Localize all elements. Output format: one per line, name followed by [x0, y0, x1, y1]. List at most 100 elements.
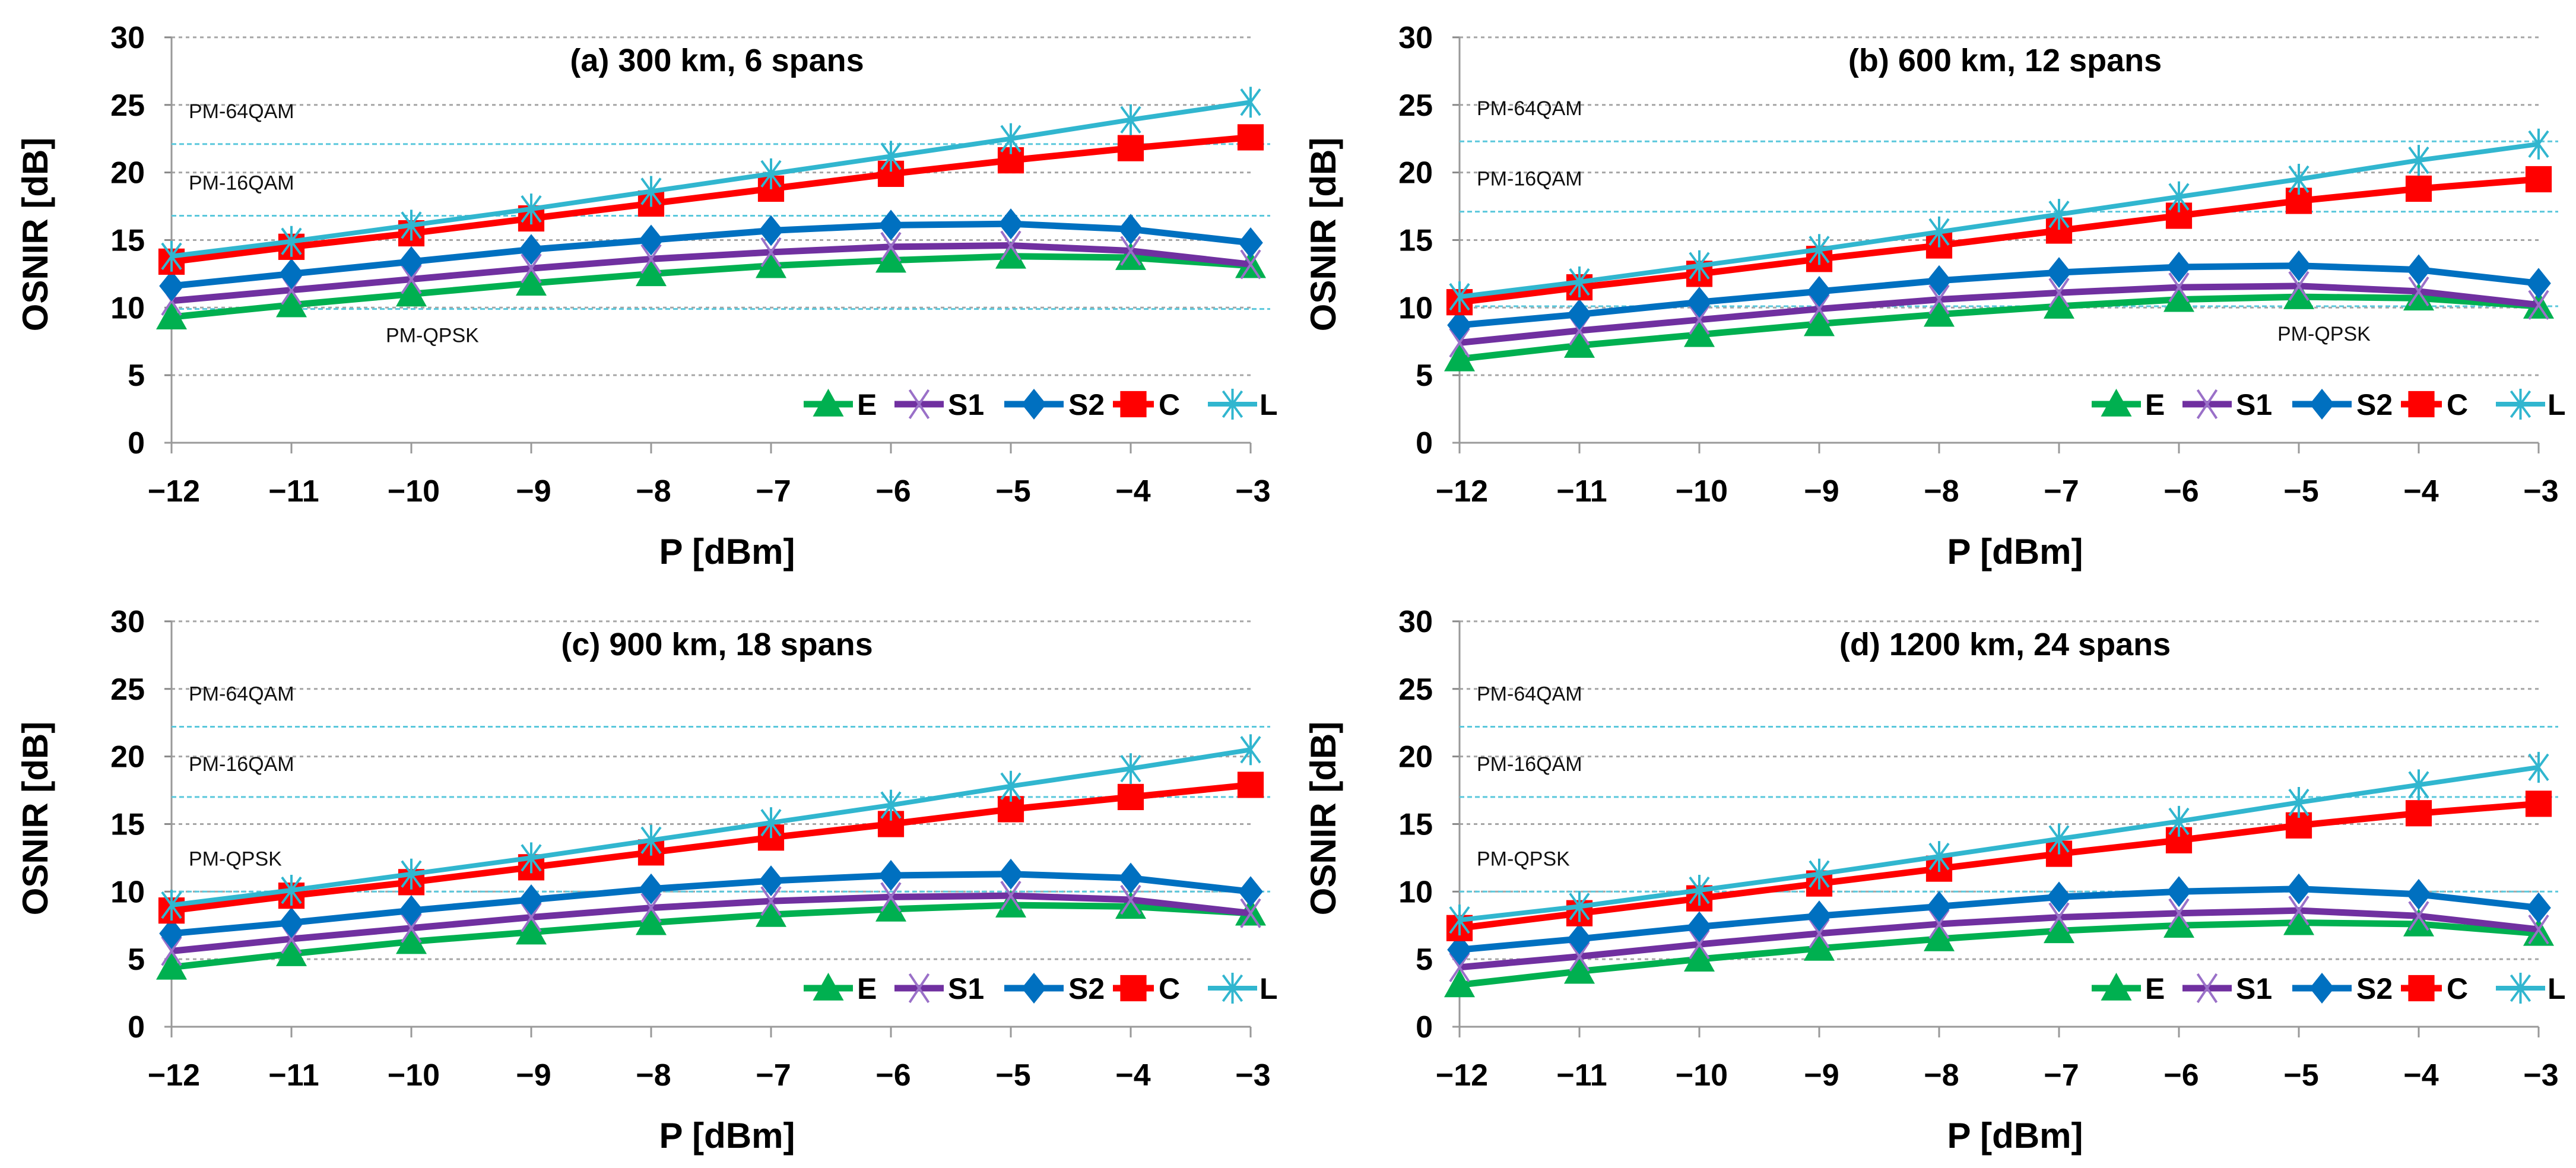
data-point — [2528, 290, 2549, 320]
data-point — [760, 886, 782, 916]
data-point — [2044, 915, 2074, 944]
series-line — [1459, 764, 2539, 923]
data-point — [875, 245, 906, 273]
data-point — [2283, 907, 2314, 935]
x-tick-label: −11 — [268, 1058, 319, 1093]
legend-marker — [2408, 975, 2435, 1002]
y-tick-label: 15 — [1398, 223, 1433, 258]
series-L — [1449, 751, 2549, 936]
y-axis-label: OSNIR [dB] — [1303, 138, 1343, 332]
data-point — [1928, 841, 1950, 872]
data-point — [2525, 791, 2552, 817]
y-tick-label: 5 — [1416, 942, 1433, 977]
threshold-label: PM-16QAM — [189, 753, 294, 776]
data-point — [2286, 873, 2311, 904]
x-tick-label: −7 — [756, 1058, 791, 1093]
x-axis-label: P [dBm] — [1947, 532, 2083, 572]
x-tick-label: −10 — [1676, 474, 1728, 509]
data-point — [640, 824, 662, 856]
series-line — [1459, 293, 2539, 363]
series-L — [1449, 128, 2549, 313]
x-tick-label: −6 — [875, 1058, 911, 1093]
y-tick-label: 15 — [1398, 807, 1433, 842]
data-point — [279, 907, 304, 938]
data-point — [995, 240, 1026, 269]
series-L — [161, 734, 1261, 921]
legend-label: C — [1159, 972, 1180, 1005]
x-tick-label: −9 — [516, 1058, 551, 1093]
chart-title: (c) 900 km, 18 spans — [561, 627, 873, 662]
data-point — [1240, 898, 1261, 928]
threshold-label: PM-64QAM — [189, 683, 294, 706]
x-tick-label: −4 — [1115, 474, 1150, 509]
x-tick-label: −10 — [388, 1058, 440, 1093]
legend-label: E — [857, 972, 877, 1005]
data-point — [1117, 135, 1144, 161]
data-point — [1117, 783, 1144, 811]
data-point — [1689, 875, 1710, 906]
data-point — [1569, 941, 1590, 972]
data-point — [1120, 884, 1141, 915]
x-tick-label: −4 — [1115, 1058, 1150, 1093]
data-point — [1000, 881, 1021, 911]
series-line — [1459, 262, 2539, 329]
legend-marker — [908, 973, 930, 1004]
data-point — [281, 226, 302, 257]
data-point — [1240, 249, 1261, 280]
data-point — [880, 789, 902, 821]
data-point — [1000, 123, 1021, 154]
series-line — [1459, 919, 2539, 988]
y-tick-label: 25 — [110, 88, 145, 123]
x-tick-label: −7 — [756, 474, 791, 509]
series-line — [171, 871, 1251, 937]
data-point — [2168, 898, 2190, 928]
data-point — [521, 842, 542, 874]
threshold-label: PM-16QAM — [189, 172, 294, 194]
data-point — [1927, 265, 1952, 296]
data-point — [1689, 304, 1710, 335]
x-tick-label: −12 — [1436, 1058, 1488, 1093]
legend: E S1 S2 C L — [2092, 388, 2566, 421]
data-point — [2047, 257, 2071, 288]
threshold-label: PM-64QAM — [1477, 97, 1582, 120]
legend-marker — [2408, 391, 2435, 418]
x-tick-label: −11 — [1556, 1058, 1607, 1093]
y-tick-label: 15 — [110, 807, 145, 842]
data-point — [1804, 932, 1835, 961]
legend: E S1 S2 C L — [804, 388, 1278, 421]
data-point — [2047, 881, 2071, 913]
data-point — [1807, 275, 1832, 307]
data-point — [639, 873, 664, 904]
data-point — [396, 278, 427, 307]
legend: E S1 S2 C L — [2092, 972, 2566, 1005]
data-point — [2288, 787, 2309, 818]
x-tick-label: −8 — [1924, 1058, 1959, 1093]
x-axis-label: P [dBm] — [659, 532, 795, 572]
legend-label: S2 — [2356, 388, 2393, 421]
x-tick-label: −10 — [388, 474, 440, 509]
y-tick-label: 30 — [110, 605, 145, 639]
x-tick-label: −5 — [995, 474, 1030, 509]
data-point — [1567, 923, 1592, 954]
data-point — [1240, 87, 1261, 118]
y-tick-label: 5 — [1416, 358, 1433, 393]
threshold-label: PM-16QAM — [1477, 168, 1582, 191]
series-line — [171, 747, 1251, 908]
legend-marker — [2309, 973, 2334, 1004]
data-point — [2288, 163, 2309, 195]
data-point — [760, 807, 782, 839]
legend-marker — [1120, 391, 1147, 418]
data-point — [880, 141, 902, 172]
data-point — [1240, 734, 1261, 766]
y-tick-label: 30 — [1398, 605, 1433, 639]
data-point — [2168, 272, 2190, 303]
series-line — [1459, 141, 2539, 300]
series-line — [1459, 800, 2539, 932]
data-point — [1564, 956, 1595, 984]
data-point — [756, 899, 786, 927]
data-point — [2283, 281, 2314, 309]
legend-label: L — [1260, 388, 1278, 421]
data-point — [1237, 124, 1264, 151]
x-tick-label: −9 — [1804, 474, 1839, 509]
series-line — [1459, 885, 2539, 953]
